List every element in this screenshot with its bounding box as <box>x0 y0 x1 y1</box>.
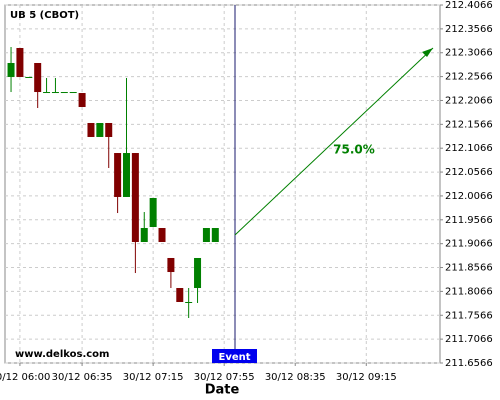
y-tick-label: 212.4066 <box>445 0 493 11</box>
y-tick-label: 211.9066 <box>445 239 493 250</box>
y-tick-label: 212.0066 <box>445 191 493 202</box>
event-box <box>212 349 257 363</box>
candle-body <box>16 48 24 77</box>
y-tick-label: 212.1566 <box>445 119 493 130</box>
candle-body <box>194 257 202 289</box>
candle-body <box>87 122 95 137</box>
y-tick-label: 211.8066 <box>445 286 493 297</box>
candles <box>7 47 219 318</box>
y-tick-label: 211.8566 <box>445 263 493 274</box>
candle-body <box>149 197 157 228</box>
forecast-arrow <box>234 47 434 236</box>
grid <box>5 4 440 364</box>
candle-body <box>60 92 68 94</box>
candle-body <box>69 92 77 94</box>
y-tick-label: 211.6566 <box>445 358 493 369</box>
x-tick-label: 30/12 08:35 <box>265 372 326 383</box>
watermark: www.delkos.com <box>15 349 109 360</box>
candle-body <box>176 288 184 302</box>
candle-body <box>131 153 139 242</box>
candle-body <box>167 257 175 273</box>
candle-body <box>51 92 59 94</box>
candle-body <box>211 228 219 242</box>
candle-body <box>185 301 193 303</box>
candle-body <box>7 62 15 77</box>
y-tick-label: 212.1066 <box>445 143 493 154</box>
candle-body <box>114 153 122 197</box>
candle-body <box>78 93 86 108</box>
y-tick-label: 212.3066 <box>445 48 493 59</box>
forecast-label: 75.0% <box>333 143 375 157</box>
candle-body <box>25 76 33 78</box>
y-tick-label: 211.7566 <box>445 310 493 321</box>
x-tick-label: 30/12 06:35 <box>52 372 113 383</box>
candle-body <box>122 153 130 197</box>
y-tick-label: 212.2066 <box>445 95 493 106</box>
x-tick-label: 30/12 07:15 <box>123 372 184 383</box>
x-tick-label: 30/12 07:55 <box>194 372 255 383</box>
chart-title: UB 5 (CBOT) <box>10 10 79 21</box>
candle-body <box>158 228 166 242</box>
y-tick-label: 212.2566 <box>445 72 493 83</box>
y-tick-label: 211.9566 <box>445 215 493 226</box>
x-tick-label: 30/12 09:15 <box>336 372 397 383</box>
y-tick-label: 212.0566 <box>445 167 493 178</box>
x-axis-title: Date <box>205 383 240 398</box>
candle-body <box>43 92 51 94</box>
arrow-head <box>422 48 433 57</box>
candle-body <box>105 122 113 137</box>
event-label: Event <box>218 352 250 363</box>
candle-body <box>96 122 104 137</box>
y-tick-label: 212.3566 <box>445 24 493 35</box>
x-tick-label: 30/12 06:00 <box>0 372 50 383</box>
candle-body <box>34 62 42 93</box>
plot-area <box>4 4 441 364</box>
candle-body <box>140 228 148 242</box>
y-tick-label: 211.7066 <box>445 334 493 345</box>
candle-body <box>202 228 210 242</box>
